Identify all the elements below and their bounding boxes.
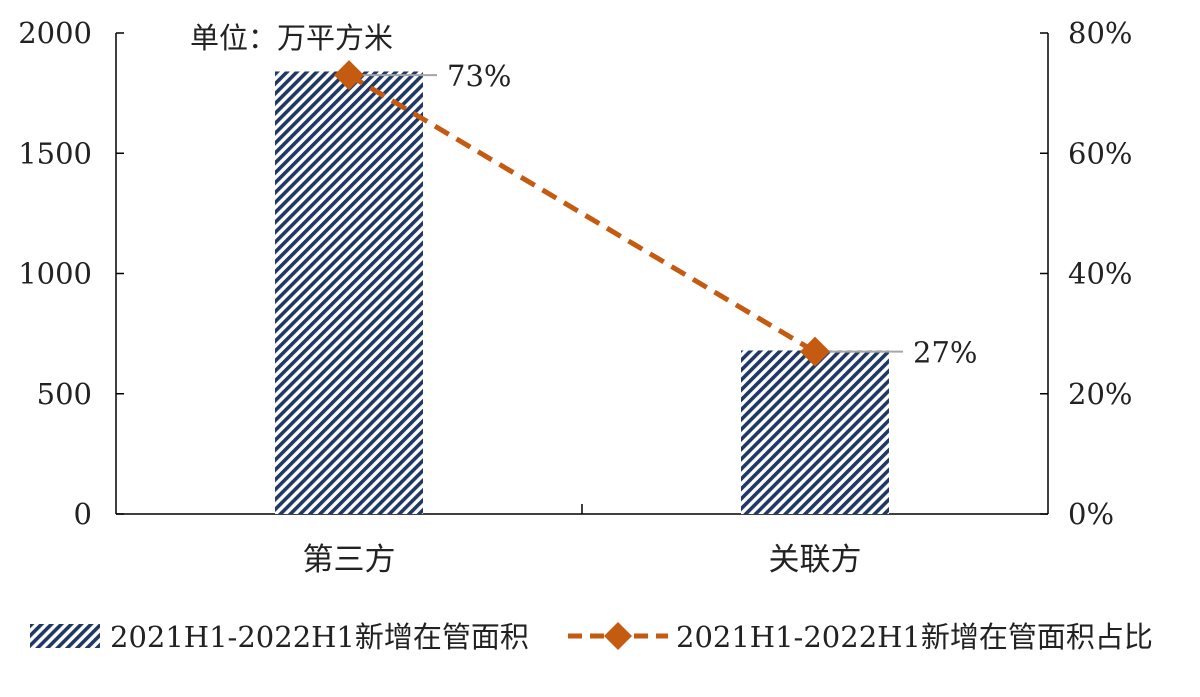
x-tick-label: 第三方 xyxy=(303,542,396,578)
right-tick-label: 60% xyxy=(1068,136,1132,170)
x-axis-ticks: 第三方 关联方 xyxy=(303,504,862,578)
diamond-marker xyxy=(334,60,364,91)
bar-series xyxy=(275,71,889,514)
unit-label: 单位：万平方米 xyxy=(190,21,393,55)
left-tick-label: 1000 xyxy=(18,257,92,291)
legend-swatch-bar xyxy=(30,624,100,648)
left-axis-ticks: 0 500 1000 1500 2000 xyxy=(18,16,124,531)
series-line xyxy=(347,72,817,354)
left-tick-label: 500 xyxy=(37,377,92,411)
data-label: 27% xyxy=(913,336,977,370)
left-tick-label: 1500 xyxy=(18,136,92,170)
legend-label-line: 2021H1-2022H1新增在管面积占比 xyxy=(676,620,1153,654)
left-tick-label: 2000 xyxy=(18,16,92,50)
x-tick-label: 关联方 xyxy=(769,542,862,578)
data-label: 73% xyxy=(447,59,511,93)
right-tick-label: 40% xyxy=(1068,257,1132,291)
bar xyxy=(275,71,423,514)
legend-swatch-marker xyxy=(604,622,632,650)
line-series: 73% 27% xyxy=(334,59,977,370)
legend: 2021H1-2022H1新增在管面积 2021H1-2022H1新增在管面积占… xyxy=(30,620,1153,654)
left-tick-label: 0 xyxy=(74,497,92,531)
right-tick-label: 20% xyxy=(1068,377,1132,411)
bar xyxy=(741,350,889,514)
right-tick-label: 0% xyxy=(1068,497,1114,531)
diamond-marker xyxy=(800,336,830,367)
legend-label-bar: 2021H1-2022H1新增在管面积 xyxy=(110,620,529,654)
right-axis-ticks: 0% 20% 40% 60% 80% xyxy=(1040,16,1132,531)
right-tick-label: 80% xyxy=(1068,16,1132,50)
